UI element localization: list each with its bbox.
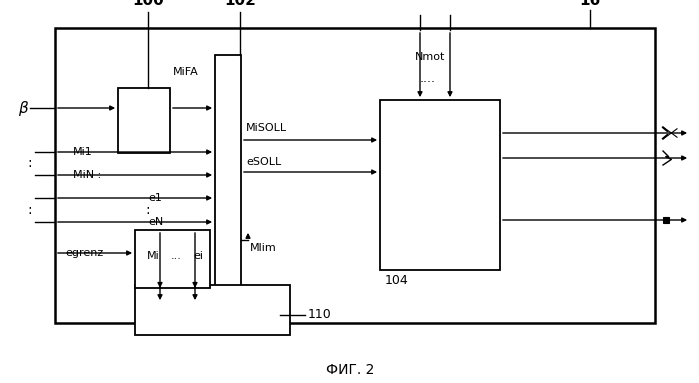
Text: Nmot: Nmot [415,52,445,62]
Bar [215,55,241,303]
Text: :: : [28,203,32,217]
Text: Mi: Mi [147,251,160,261]
Text: :: : [145,203,150,217]
Bar [135,230,210,288]
Bar [380,100,500,270]
Text: 16: 16 [579,0,600,8]
Text: β: β [18,100,28,116]
Text: 100: 100 [132,0,164,8]
Bar [135,285,290,335]
Text: 110: 110 [308,308,332,321]
Text: eSOLL: eSOLL [246,157,281,167]
Bar [55,28,655,323]
Text: 102: 102 [224,0,256,8]
Text: ei: ei [193,251,203,261]
Text: 104: 104 [385,273,409,286]
Text: ФИГ. 2: ФИГ. 2 [326,363,374,377]
Text: Mi1: Mi1 [73,147,93,157]
Text: MiN :: MiN : [73,170,101,180]
Text: Mlim: Mlim [250,243,277,253]
Bar [663,217,669,223]
Text: ...: ... [171,251,182,261]
Text: eN: eN [148,217,164,227]
Text: e1: e1 [148,193,162,203]
Text: egrenz: egrenz [65,248,103,258]
Text: :: : [28,156,32,170]
Text: MiSOLL: MiSOLL [246,123,287,133]
Text: MiFA: MiFA [173,67,199,77]
Text: ....: .... [420,72,436,85]
Bar [118,88,170,153]
